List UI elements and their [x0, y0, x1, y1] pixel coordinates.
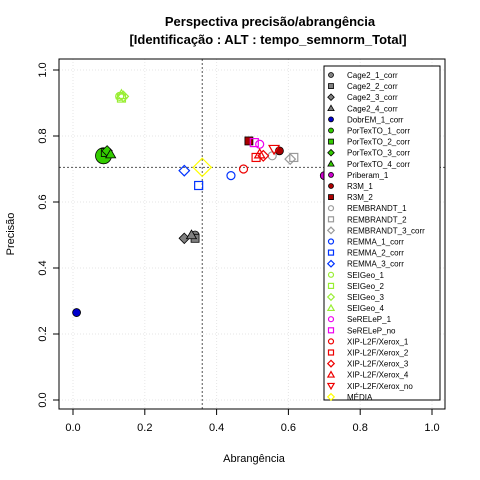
legend-label: Cage2_4_corr: [347, 104, 398, 113]
legend-marker: [327, 238, 335, 245]
legend-marker: [328, 83, 334, 89]
legend-label: SEIGeo_3: [347, 293, 384, 302]
legend-marker: [328, 116, 334, 123]
legend-marker: [327, 249, 335, 256]
legend-label: XIP-L2F/Xerox_1: [347, 337, 409, 346]
legend-marker: [327, 349, 335, 356]
legend-label: DobrEM_1_corr: [347, 115, 404, 124]
legend-label: PorTexTO_4_corr: [347, 160, 410, 169]
legend-label: XIP-L2F/Xerox_4: [347, 371, 409, 380]
legend-marker: [328, 72, 334, 78]
legend-box: [323, 65, 441, 401]
y-axis-label: Precisão: [5, 213, 17, 256]
legend-marker: [328, 194, 334, 201]
legend-marker: [326, 259, 336, 268]
legend-marker: [326, 226, 336, 235]
legend-marker: [327, 216, 335, 223]
legend-marker: [327, 271, 335, 278]
legend-marker: [327, 327, 335, 334]
legend-label: MÉDIA: [347, 393, 373, 402]
legend-label: Cage2_3_corr: [347, 93, 398, 102]
legend-marker: [328, 127, 334, 134]
legend-marker: [328, 171, 334, 178]
data-point: [185, 229, 198, 240]
data-point: [72, 308, 81, 317]
legend-marker: [326, 303, 336, 312]
legend-label: Cage2_1_corr: [347, 71, 398, 80]
plot-frame: [58, 58, 446, 410]
legend-label: SEIGeo_4: [347, 304, 384, 313]
legend-label: REMBRANDT_2: [347, 215, 407, 224]
legend-label: R3M_2: [347, 193, 373, 202]
legend: Cage2_1_corr Cage2_2_corr Cage2_3_corr Cage…: [323, 65, 441, 402]
chart-subtitle: [Identificação : ALT : tempo_semnorm_Tot…: [129, 32, 406, 47]
legend-marker: [326, 359, 336, 368]
legend-label: SeRELeP_no: [347, 326, 396, 335]
legend-label: XIP-L2F/Xerox_no: [347, 382, 413, 391]
chart-title: Perspectiva precisão/abrangência: [165, 14, 376, 29]
x-tick-label: 0.2: [137, 422, 152, 434]
legend-marker: [326, 292, 336, 302]
x-tick-label: 1.0: [424, 422, 439, 434]
legend-marker: [327, 104, 335, 112]
data-point: [244, 136, 254, 146]
data-point: [238, 164, 249, 174]
data-point: [249, 138, 259, 148]
data-point: [253, 147, 266, 159]
y-axis: 0.0 0.2 0.4 0.6 0.8 1.0: [37, 62, 59, 408]
data-points: [72, 88, 329, 317]
x-tick-label: 0.4: [209, 422, 224, 434]
legend-label: R3M_1: [347, 182, 373, 191]
legend-label: PorTexTO_3_corr: [347, 149, 410, 158]
legend-label: REMBRANDT_1: [347, 204, 407, 213]
y-tick-label: 0.0: [37, 392, 49, 407]
legend-label: Priberam_1: [347, 171, 389, 180]
data-point: [257, 149, 270, 162]
x-axis: 0.0 0.2 0.4 0.6 0.8 1.0: [65, 409, 440, 434]
legend-marker: [327, 93, 335, 102]
legend-label: PorTexTO_2_corr: [347, 138, 410, 147]
x-tick-label: 0.8: [353, 422, 368, 434]
x-tick-label: 0.0: [65, 422, 80, 434]
legend-marker: [326, 382, 336, 391]
y-tick-label: 0.4: [37, 260, 49, 275]
legend-label: XIP-L2F/Xerox_2: [347, 349, 409, 358]
legend-label: SeRELeP_1: [347, 315, 392, 324]
legend-marker: [327, 205, 335, 212]
legend-label: SEIGeo_2: [347, 282, 384, 291]
data-point: [178, 164, 191, 177]
y-tick-label: 0.8: [37, 128, 49, 143]
legend-label: REMBRANDT_3_corr: [347, 226, 425, 235]
legend-marker: [326, 392, 336, 401]
data-point: [105, 148, 117, 159]
data-point: [226, 171, 236, 181]
data-point: [284, 153, 297, 166]
data-point: [192, 157, 213, 178]
legend-marker: [328, 138, 334, 145]
legend-marker: [327, 338, 335, 345]
y-tick-label: 0.2: [37, 326, 49, 341]
data-point: [115, 88, 128, 100]
data-point: [268, 144, 281, 156]
legend-marker: [327, 148, 335, 157]
y-tick-label: 0.6: [37, 194, 49, 209]
x-tick-label: 0.6: [281, 422, 296, 434]
legend-label: XIP-L2F/Xerox_3: [347, 360, 409, 369]
legend-label: REMMA_2_corr: [347, 249, 404, 258]
data-point: [194, 180, 204, 191]
legend-label: REMMA_1_corr: [347, 238, 404, 247]
legend-marker: [328, 183, 334, 189]
legend-marker: [327, 282, 335, 289]
y-tick-label: 1.0: [37, 62, 49, 77]
legend-label: SEIGeo_1: [347, 271, 384, 280]
legend-marker: [327, 159, 335, 167]
legend-label: PorTexTO_1_corr: [347, 127, 410, 136]
x-axis-label: Abrangência: [223, 453, 286, 465]
legend-label: REMMA_3_corr: [347, 260, 404, 269]
legend-marker: [327, 316, 335, 323]
legend-label: Cage2_2_corr: [347, 82, 398, 91]
legend-marker: [326, 370, 336, 378]
data-point: [117, 90, 130, 103]
